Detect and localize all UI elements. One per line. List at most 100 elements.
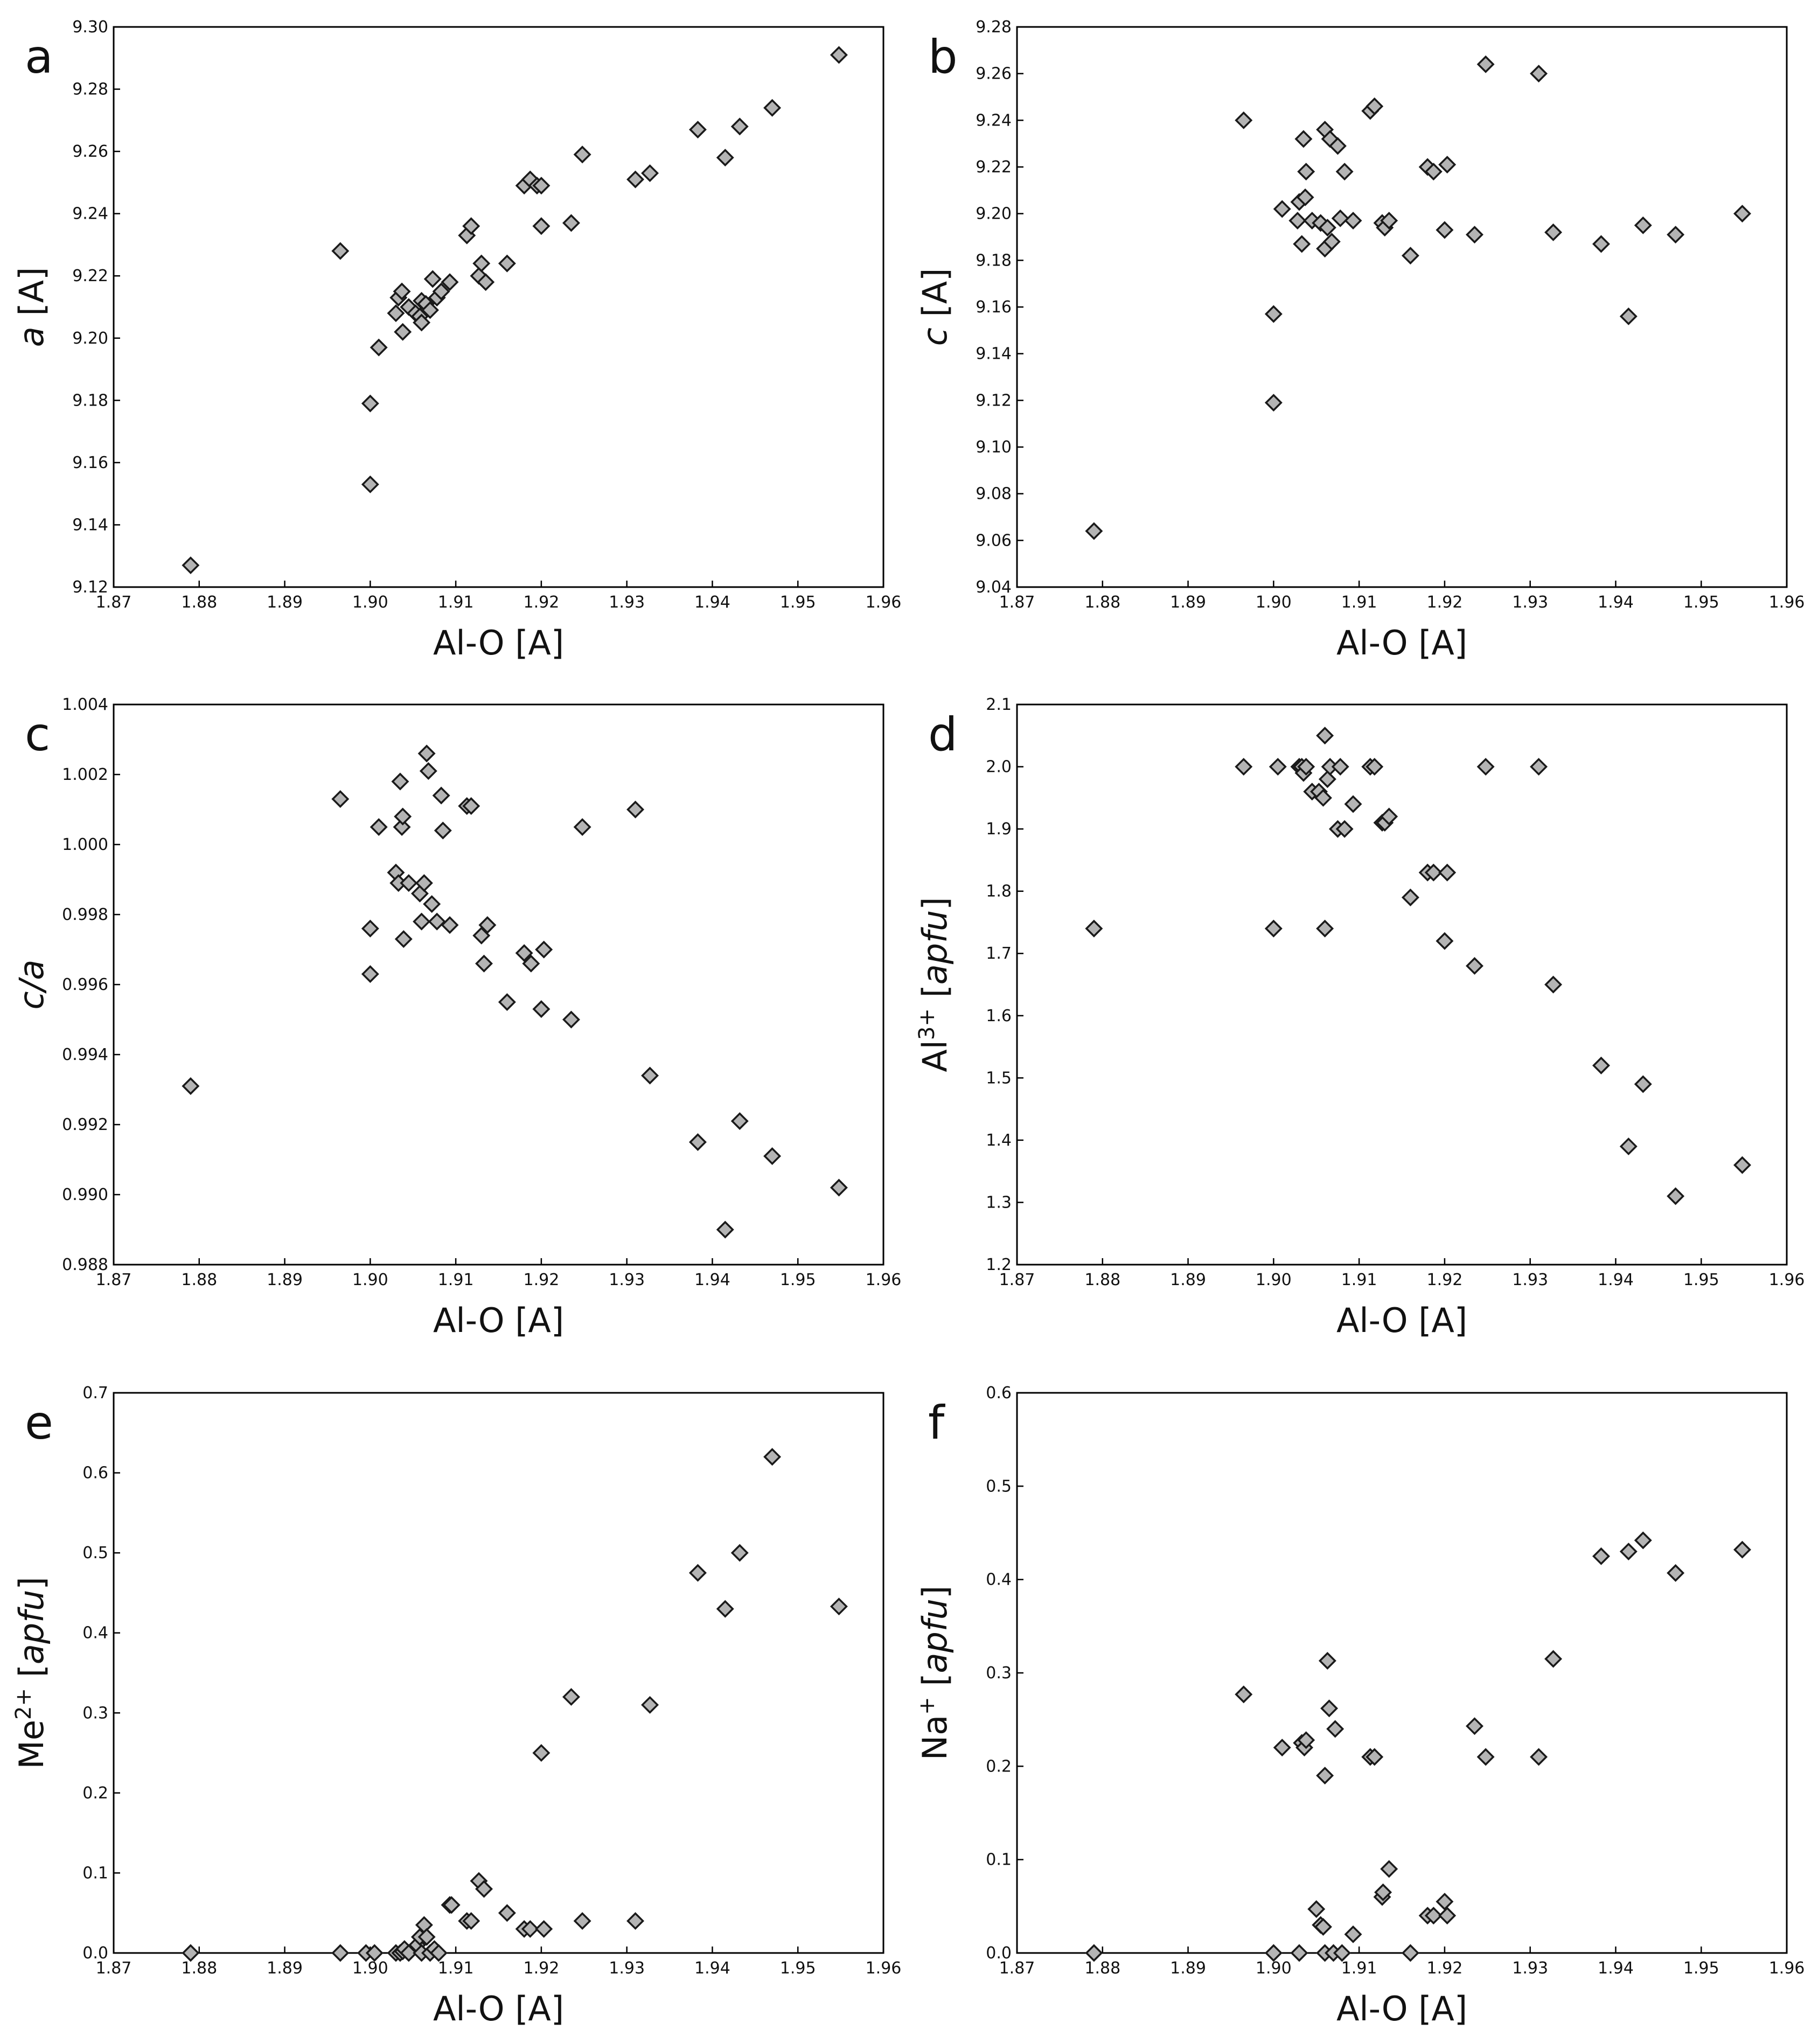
x-tick-label: 1.88 (181, 593, 217, 612)
y-tick-label: 0.994 (62, 1045, 108, 1064)
data-point (1380, 212, 1398, 230)
data-point (478, 916, 497, 934)
y-tick-label: 9.30 (72, 18, 108, 37)
data-point (1297, 163, 1315, 181)
x-tick-label: 1.91 (1341, 1271, 1377, 1289)
data-point (1465, 957, 1483, 975)
x-axis-label: Al-O [A] (433, 623, 564, 662)
data-point (1401, 247, 1419, 265)
y-tick-label: 0.2 (82, 1784, 108, 1803)
x-tick-label: 1.92 (523, 593, 559, 612)
x-tick-label: 1.94 (1598, 1959, 1634, 1978)
data-point (1318, 219, 1336, 237)
y-tick-label: 0.5 (986, 1477, 1012, 1496)
x-tick-label: 1.96 (1769, 1271, 1805, 1289)
y-axis-label-part: apfu (12, 1590, 51, 1664)
y-axis-label-part: 3+ (915, 1008, 939, 1040)
data-point (1465, 226, 1483, 244)
data-point (1314, 789, 1332, 807)
x-tick-label: 1.96 (866, 1271, 902, 1289)
data-point (462, 797, 480, 815)
data-point (573, 145, 591, 164)
data-point (763, 99, 782, 117)
y-axis-label: Me2+ [apfu] (11, 1576, 51, 1769)
x-tick-label: 1.92 (523, 1959, 559, 1978)
x-tick-label: 1.93 (609, 1271, 645, 1289)
data-point (688, 121, 707, 139)
data-point (1476, 1748, 1495, 1766)
data-point (432, 282, 450, 301)
x-axis-label: Al-O [A] (1336, 1989, 1467, 2028)
data-point (1273, 200, 1291, 218)
data-point (182, 1077, 200, 1095)
data-point (641, 164, 659, 183)
data-point (1235, 111, 1253, 129)
data-point (1328, 137, 1347, 155)
data-point (1316, 1767, 1334, 1785)
data-point (515, 944, 533, 962)
data-point (475, 954, 493, 973)
data-point (1316, 727, 1334, 745)
x-tick-label: 1.90 (352, 593, 388, 612)
y-tick-label: 0.0 (82, 1944, 108, 1963)
y-tick-label: 2.0 (986, 758, 1012, 777)
panel-label: d (928, 708, 958, 762)
data-point (1297, 1731, 1315, 1749)
y-tick-label: 1.5 (986, 1069, 1012, 1087)
y-tick-label: 9.20 (976, 205, 1012, 224)
y-tick-label: 9.14 (976, 345, 1012, 364)
data-point (1530, 65, 1548, 83)
data-point (830, 46, 848, 64)
data-point (417, 1928, 436, 1946)
y-tick-label: 9.24 (72, 205, 108, 224)
y-tick-label: 9.22 (72, 267, 108, 285)
y-tick-label: 1.002 (62, 765, 108, 784)
x-tick-label: 1.95 (780, 1959, 816, 1978)
data-point (1366, 758, 1384, 776)
data-point (688, 1133, 707, 1151)
x-tick-label: 1.92 (523, 1271, 559, 1289)
data-point (477, 273, 495, 291)
data-point (1294, 130, 1313, 148)
data-point (1374, 1883, 1392, 1901)
y-tick-label: 0.3 (82, 1704, 108, 1722)
data-point (429, 1944, 448, 1962)
y-tick-label: 9.22 (976, 158, 1012, 177)
x-tick-label: 1.90 (1256, 1271, 1292, 1289)
y-tick-label: 9.12 (72, 578, 108, 597)
data-point (1401, 1944, 1419, 1962)
data-point (641, 1066, 659, 1085)
y-tick-label: 9.12 (976, 391, 1012, 410)
data-point (370, 818, 388, 836)
x-tick-label: 1.87 (96, 593, 132, 612)
chart-panel-e: e 1.87 1.88 1.89 1.90 1.91 1.92 1.93 1.94 1.95 1.9… (11, 1384, 901, 2028)
y-tick-label: 9.28 (72, 80, 108, 99)
data-point (535, 940, 553, 959)
data-point (419, 762, 437, 780)
data-point (641, 1696, 659, 1714)
x-axis-label: Al-O [A] (1336, 1301, 1467, 1340)
y-tick-label: 1.2 (986, 1255, 1012, 1274)
data-point (1293, 235, 1311, 253)
data-point (1424, 163, 1443, 181)
data-point (1085, 522, 1103, 540)
data-point (1667, 226, 1685, 244)
data-point (730, 117, 749, 136)
data-point (688, 1564, 707, 1582)
data-point (532, 1000, 551, 1018)
chart-panel-d: d 1.87 1.88 1.89 1.90 1.91 1.92 1.93 1.94 1.95 1.9… (915, 695, 1805, 1340)
y-tick-label: 9.04 (976, 578, 1012, 597)
data-point (535, 1920, 553, 1938)
y-tick-label: 0.6 (986, 1384, 1012, 1403)
data-point (1335, 163, 1354, 181)
data-point (1476, 55, 1495, 73)
y-tick-label: 1.6 (986, 1007, 1012, 1026)
data-point (462, 1912, 480, 1930)
data-point (1634, 1531, 1652, 1550)
data-point (393, 282, 411, 301)
data-point (394, 807, 412, 826)
x-tick-label: 1.92 (1426, 1271, 1462, 1289)
y-tick-label: 0.3 (986, 1664, 1012, 1683)
y-axis-label: Al3+ [apfu] (915, 897, 955, 1072)
x-tick-label: 1.89 (1170, 1959, 1206, 1978)
